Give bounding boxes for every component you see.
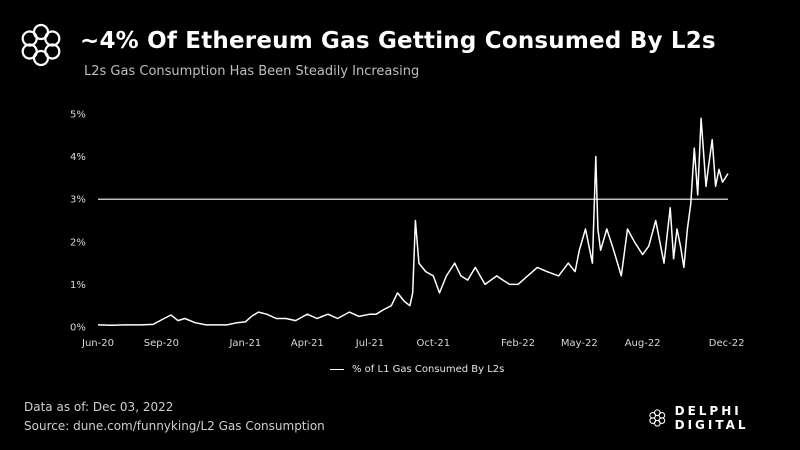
chart-title: ~4% Of Ethereum Gas Getting Consumed By … bbox=[80, 28, 716, 54]
x-tick-label: Feb-22 bbox=[501, 338, 535, 349]
source-note: Source: dune.com/funnyking/L2 Gas Consum… bbox=[24, 419, 325, 433]
y-tick-label: 5% bbox=[70, 110, 86, 121]
chart-subtitle: L2s Gas Consumption Has Been Steadily In… bbox=[84, 64, 420, 79]
legend-label: % of L1 Gas Consumed By L2s bbox=[352, 364, 505, 375]
x-tick-label: Sep-20 bbox=[144, 338, 179, 349]
data-date-note: Data as of: Dec 03, 2022 bbox=[24, 400, 174, 414]
x-tick-label: Apr-21 bbox=[291, 338, 324, 349]
y-tick-label: 4% bbox=[70, 152, 86, 163]
x-tick-label: May-22 bbox=[561, 338, 598, 349]
x-tick-label: Dec-22 bbox=[709, 338, 745, 349]
flower-ring-logo-icon bbox=[21, 23, 61, 67]
x-tick-label: Oct-21 bbox=[416, 338, 450, 349]
brand-name: DELPHI DIGITAL bbox=[674, 404, 749, 432]
brand: DELPHI DIGITAL bbox=[648, 404, 800, 432]
y-axis: 0% 1% 2% 3% 4% 5% bbox=[70, 110, 86, 334]
x-tick-label: Jul-21 bbox=[355, 338, 384, 349]
flower-ring-logo-icon bbox=[649, 409, 666, 427]
x-axis: Jun-20 Sep-20 Jan-21 Apr-21 Jul-21 Oct-21 Feb-… bbox=[81, 338, 744, 349]
x-tick-label: Aug-22 bbox=[625, 338, 661, 349]
y-tick-label: 1% bbox=[70, 280, 86, 291]
y-tick-label: 3% bbox=[70, 195, 86, 206]
y-tick-label: 0% bbox=[70, 323, 86, 334]
chart-legend: % of L1 Gas Consumed By L2s bbox=[330, 364, 504, 375]
legend-swatch bbox=[330, 368, 344, 371]
y-tick-label: 2% bbox=[70, 237, 86, 248]
x-tick-label: Jun-20 bbox=[81, 338, 114, 349]
series-line-l2-gas-share bbox=[97, 117, 729, 327]
x-tick-label: Jan-21 bbox=[228, 338, 261, 349]
